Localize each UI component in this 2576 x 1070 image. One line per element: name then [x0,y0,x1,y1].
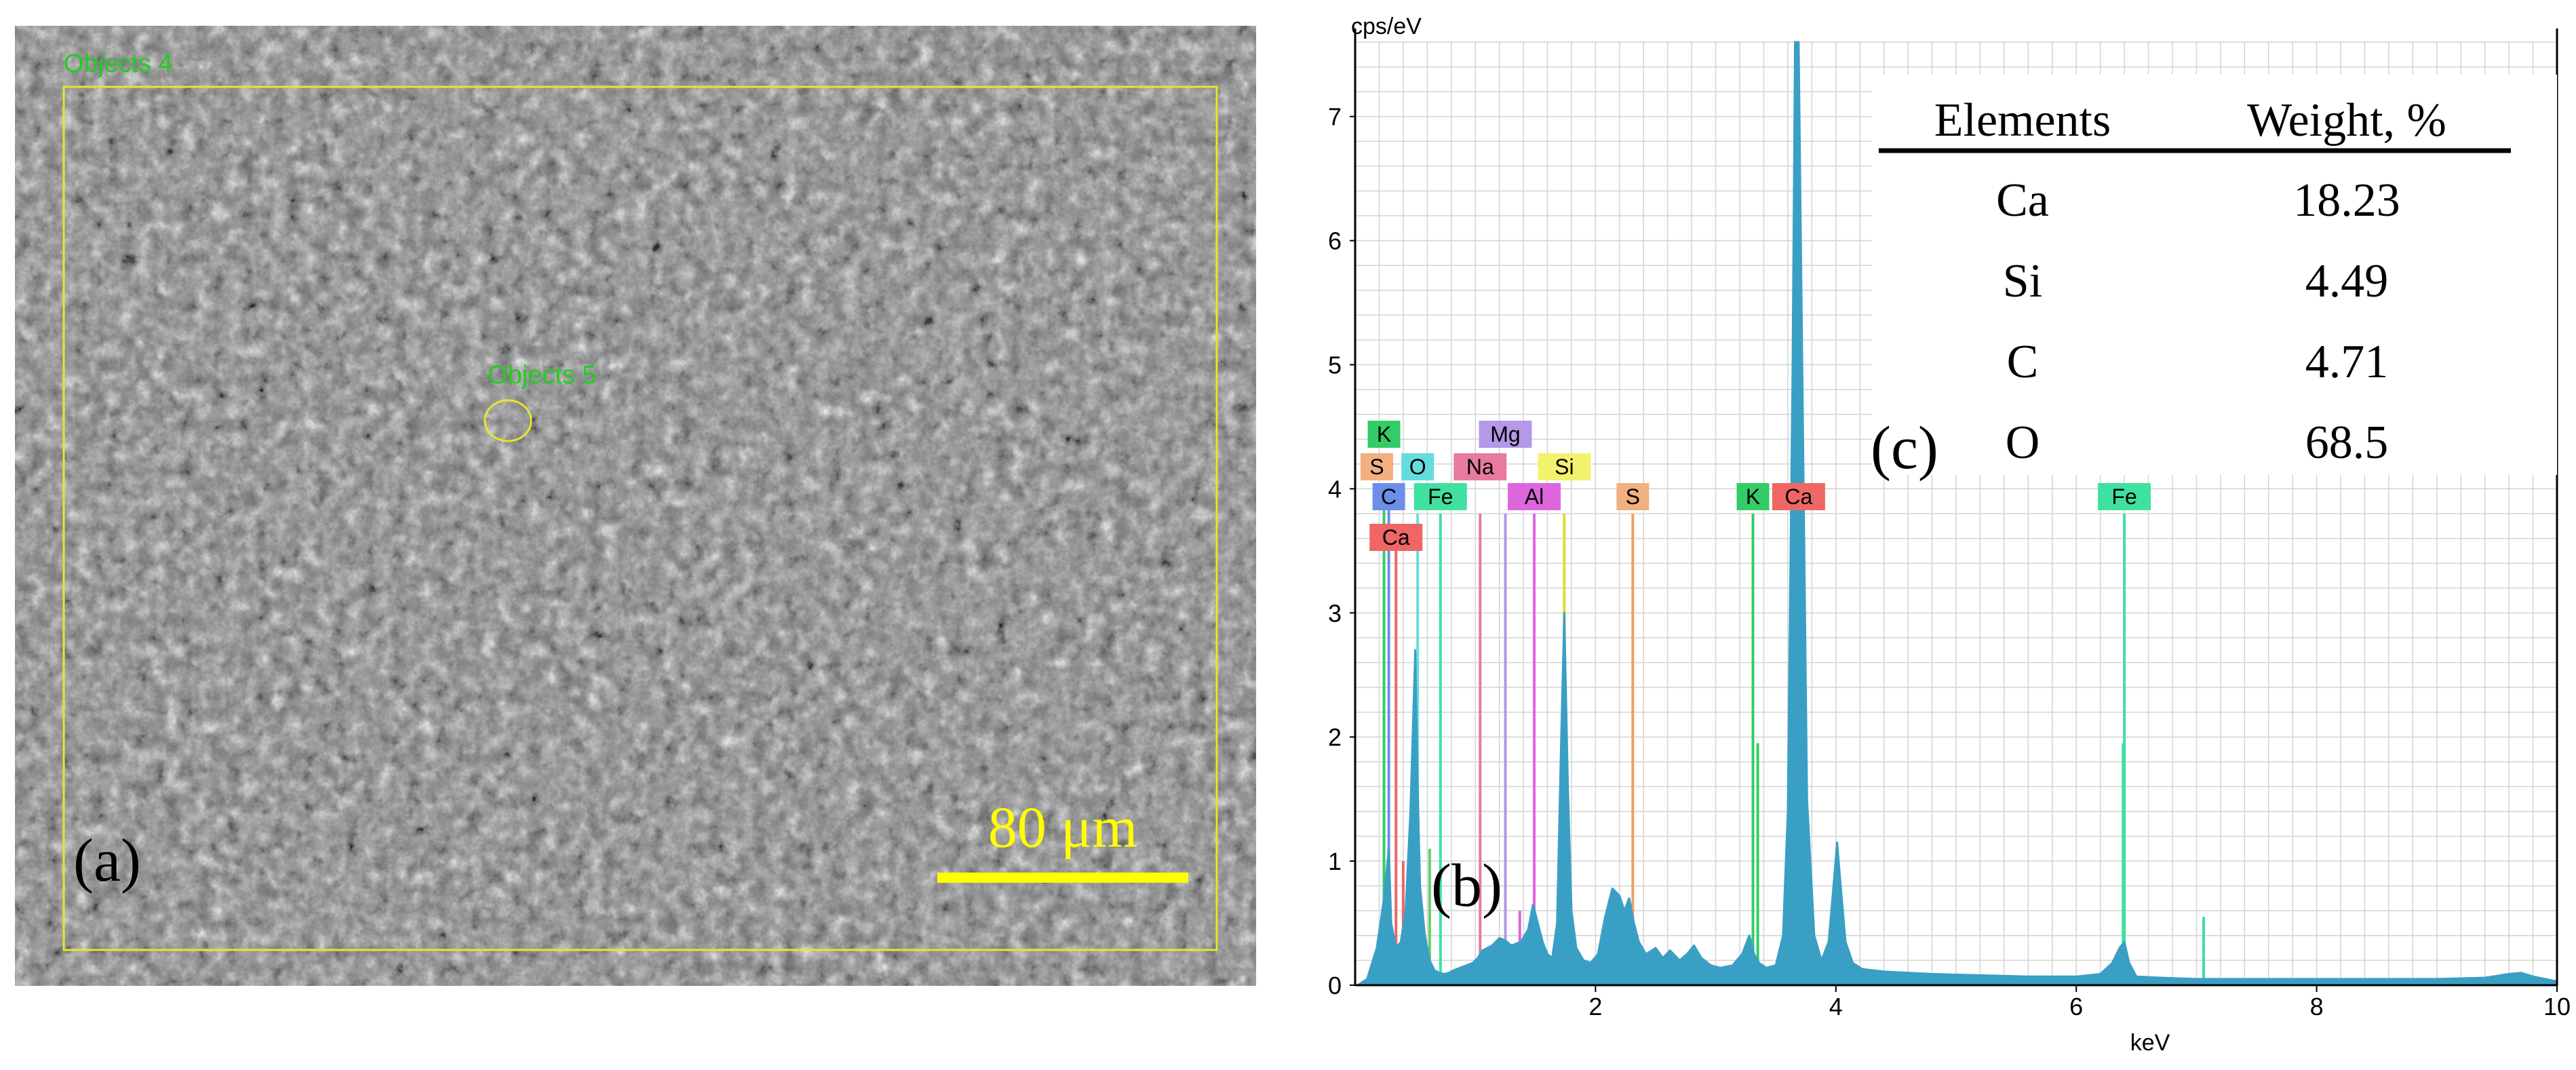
element-label-box [1736,483,1770,510]
element-label-text: K [1377,422,1391,446]
table-row-element: Si [2003,255,2042,307]
y-tick-label: 2 [1328,723,1342,751]
sem-fine-texture [15,26,1256,986]
spectrum-series [1357,41,2558,987]
element-label-text: Mg [1490,422,1520,446]
element-label-text: Na [1466,455,1494,479]
sem-micrograph: Objects 4 Objects 5 80 μm (a) [15,26,1256,986]
scale-bar-label: 80 μm [988,795,1138,860]
panel-label-a: (a) [73,827,141,894]
table-header-weight: Weight, % [2247,94,2446,147]
element-label-box [1369,524,1423,551]
roi-ellipse [484,399,532,442]
element-label-box [1538,453,1591,480]
eds-spectrum-panel: 0 1 2 3 4 5 6 7 2 4 6 8 10 K S O Mg Na Si C Fe Al S K Ca Fe Ca cp… [1275,0,2576,1070]
y-tick-label: 7 [1328,103,1342,131]
element-label-box [2098,483,2151,510]
element-label-box [1401,453,1435,480]
table-row-weight: 18.23 [2293,174,2400,227]
y-axis-title: cps/eV [1351,14,1422,39]
sem-image-panel: Objects 4 Objects 5 80 μm (a) [15,26,1256,986]
x-tick-label: 6 [2069,993,2083,1020]
roi-rectangle-label: Objects 4 [64,50,173,78]
element-label-box [1479,421,1532,448]
element-label-box [1508,483,1561,510]
element-label-text: Ca [1784,484,1812,509]
panel-label-b: (b) [1431,852,1502,919]
element-label-box [1367,421,1401,448]
y-tick-label: 5 [1328,351,1342,379]
element-label-text: Fe [2111,484,2136,509]
y-tick-label: 4 [1328,475,1342,503]
table-row-weight: 68.5 [2305,417,2389,469]
spectrum-line [1357,41,2558,987]
x-tick-label: 10 [2543,993,2571,1020]
x-tick-label: 4 [1829,993,1843,1020]
y-tick-label: 6 [1328,227,1342,255]
table-row-weight: 4.49 [2305,255,2389,307]
roi-rectangle [62,85,1218,951]
element-label-box [1616,483,1650,510]
element-label-text: Si [1555,455,1574,479]
scale-bar [937,873,1188,883]
y-tick-label: 1 [1328,847,1342,875]
table-row-weight: 4.71 [2305,336,2389,388]
x-tick-label: 2 [1588,993,1602,1020]
element-label-box [1413,483,1467,510]
element-label-text: K [1746,484,1760,509]
y-tick-label: 0 [1328,972,1342,999]
table-row-element: O [2006,417,2040,469]
x-axis-title: keV [2130,1030,2170,1056]
x-tick-label: 8 [2310,993,2324,1020]
table-row-element: Ca [1996,174,2049,227]
element-label-text: Ca [1382,525,1410,550]
element-label-box [1372,483,1405,510]
element-label-text: Al [1525,484,1544,509]
element-label-text: C [1381,484,1397,509]
roi-ellipse-label: Objects 5 [488,361,597,389]
element-label-box [1772,483,1825,510]
table-header-elements: Elements [1934,94,2111,147]
element-label-text: O [1409,455,1426,479]
element-label-text: S [1369,455,1384,479]
table-background [1872,75,2557,475]
element-label-text: S [1626,484,1640,509]
y-tick-label: 3 [1328,599,1342,627]
element-label-box [1453,453,1507,480]
element-label-box [1360,453,1393,480]
table-row-element: C [2007,336,2039,388]
element-label-text: Fe [1428,484,1453,509]
element-weight-table: Elements Weight, % Ca 18.23 Si 4.49 C 4.… [1871,75,2557,482]
panel-label-c: (c) [1871,415,1938,482]
